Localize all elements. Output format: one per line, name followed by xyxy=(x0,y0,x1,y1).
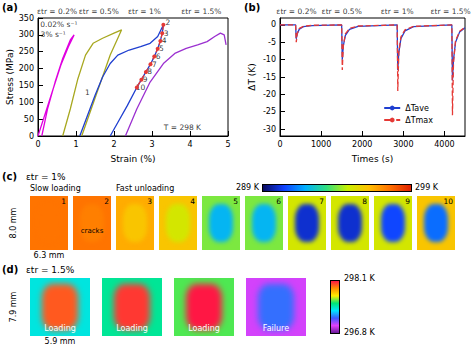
html-text:8: 8 xyxy=(362,197,367,206)
html-text:7: 7 xyxy=(319,197,324,206)
svg-text:εtr = 0.2%: εtr = 0.2% xyxy=(276,7,316,16)
html-text:Loading: Loading xyxy=(116,324,148,333)
html-text:2: 2 xyxy=(104,197,109,206)
html-text:cracks: cracks xyxy=(80,227,104,236)
svg-text:(b): (b) xyxy=(244,2,260,13)
svg-text:7: 7 xyxy=(151,59,157,69)
svg-text:2000: 2000 xyxy=(352,140,372,149)
svg-text:4: 4 xyxy=(187,140,192,149)
svg-text:9: 9 xyxy=(142,75,148,85)
svg-text:ΔTave: ΔTave xyxy=(405,104,429,113)
html-text:Fast unloading: Fast unloading xyxy=(116,184,175,193)
svg-text:-5: -5 xyxy=(268,38,276,47)
html-text:3: 3 xyxy=(147,197,152,206)
svg-text:3% s⁻¹: 3% s⁻¹ xyxy=(41,30,66,39)
svg-text:1000: 1000 xyxy=(311,140,331,149)
html-text:Failure: Failure xyxy=(262,324,290,333)
svg-text:4000: 4000 xyxy=(434,140,454,149)
html-text:(c): (c) xyxy=(2,171,18,182)
svg-text:10: 10 xyxy=(135,83,146,92)
html-text:6.3 mm: 6.3 mm xyxy=(33,251,65,260)
svg-text:1: 1 xyxy=(73,140,78,149)
svg-text:0: 0 xyxy=(277,140,282,149)
svg-text:350: 350 xyxy=(19,14,34,23)
svg-text:0: 0 xyxy=(29,132,34,141)
svg-text:-15: -15 xyxy=(263,73,276,82)
html-text:296.8 K: 296.8 K xyxy=(344,328,375,337)
html-text:5.9 mm: 5.9 mm xyxy=(44,337,76,346)
svg-text:250: 250 xyxy=(19,47,34,56)
svg-text:(a): (a) xyxy=(2,2,18,13)
svg-text:200: 200 xyxy=(19,64,34,73)
svg-text:-10: -10 xyxy=(263,55,276,64)
svg-text:εtr = 1.5%: εtr = 1.5% xyxy=(431,7,471,16)
svg-text:εtr = 0.2%: εtr = 0.2% xyxy=(37,7,77,16)
svg-text:5: 5 xyxy=(159,44,164,54)
svg-text:-30: -30 xyxy=(263,125,276,134)
svg-text:4: 4 xyxy=(161,36,167,46)
svg-text:-25: -25 xyxy=(263,107,276,116)
svg-text:2: 2 xyxy=(166,18,171,27)
svg-text:Stress (MPa): Stress (MPa) xyxy=(5,49,15,105)
html-text:299 K: 299 K xyxy=(415,183,439,192)
svg-text:5: 5 xyxy=(225,140,230,149)
svg-text:0: 0 xyxy=(35,140,40,149)
svg-text:T = 298 K: T = 298 K xyxy=(163,123,202,132)
html-text:1: 1 xyxy=(61,197,66,206)
html-text:εtr = 1.5%: εtr = 1.5% xyxy=(26,265,75,275)
html-text:4: 4 xyxy=(190,197,195,206)
html-text:Loading: Loading xyxy=(44,324,76,333)
html-text:10: 10 xyxy=(443,197,453,206)
svg-text:0.02% s⁻¹: 0.02% s⁻¹ xyxy=(40,20,77,29)
svg-text:εtr = 0.5%: εtr = 0.5% xyxy=(322,7,362,16)
html-text:(d): (d) xyxy=(2,264,19,275)
html-text:8.0 mm: 8.0 mm xyxy=(9,207,18,239)
html-text:Slow loading: Slow loading xyxy=(30,184,81,193)
svg-text:3000: 3000 xyxy=(393,140,413,149)
svg-text:ΔT (K): ΔT (K) xyxy=(247,63,257,90)
html-text:6: 6 xyxy=(276,197,281,206)
html-text:9: 9 xyxy=(405,197,410,206)
html-text:7.9 mm: 7.9 mm xyxy=(9,291,18,323)
svg-text:2: 2 xyxy=(111,140,116,149)
svg-text:150: 150 xyxy=(19,81,34,90)
svg-text:0: 0 xyxy=(271,20,276,29)
svg-text:-20: -20 xyxy=(263,90,276,99)
html-text:289 K: 289 K xyxy=(235,183,259,192)
svg-text:ΔTmax: ΔTmax xyxy=(405,116,433,125)
svg-text:εtr = 1%: εtr = 1% xyxy=(381,7,414,16)
svg-text:Times (s): Times (s) xyxy=(351,154,393,164)
svg-text:8: 8 xyxy=(147,67,153,77)
html-text:5: 5 xyxy=(233,197,238,206)
html-text:298.1 K: 298.1 K xyxy=(344,274,375,283)
svg-text:εtr = 1%: εtr = 1% xyxy=(128,7,161,16)
svg-text:6: 6 xyxy=(155,51,161,61)
svg-text:3: 3 xyxy=(149,140,154,149)
svg-text:1: 1 xyxy=(85,88,90,97)
svg-text:Strain (%): Strain (%) xyxy=(110,154,155,164)
svg-text:50: 50 xyxy=(24,115,34,124)
html-text:εtr = 1%: εtr = 1% xyxy=(26,172,66,182)
svg-text:εtr = 1.5%: εtr = 1.5% xyxy=(181,7,221,16)
svg-text:100: 100 xyxy=(19,98,34,107)
html-text:Loading: Loading xyxy=(188,324,220,333)
svg-text:300: 300 xyxy=(19,30,34,39)
svg-text:εtr = 0.5%: εtr = 0.5% xyxy=(79,7,119,16)
svg-text:3: 3 xyxy=(163,28,169,38)
